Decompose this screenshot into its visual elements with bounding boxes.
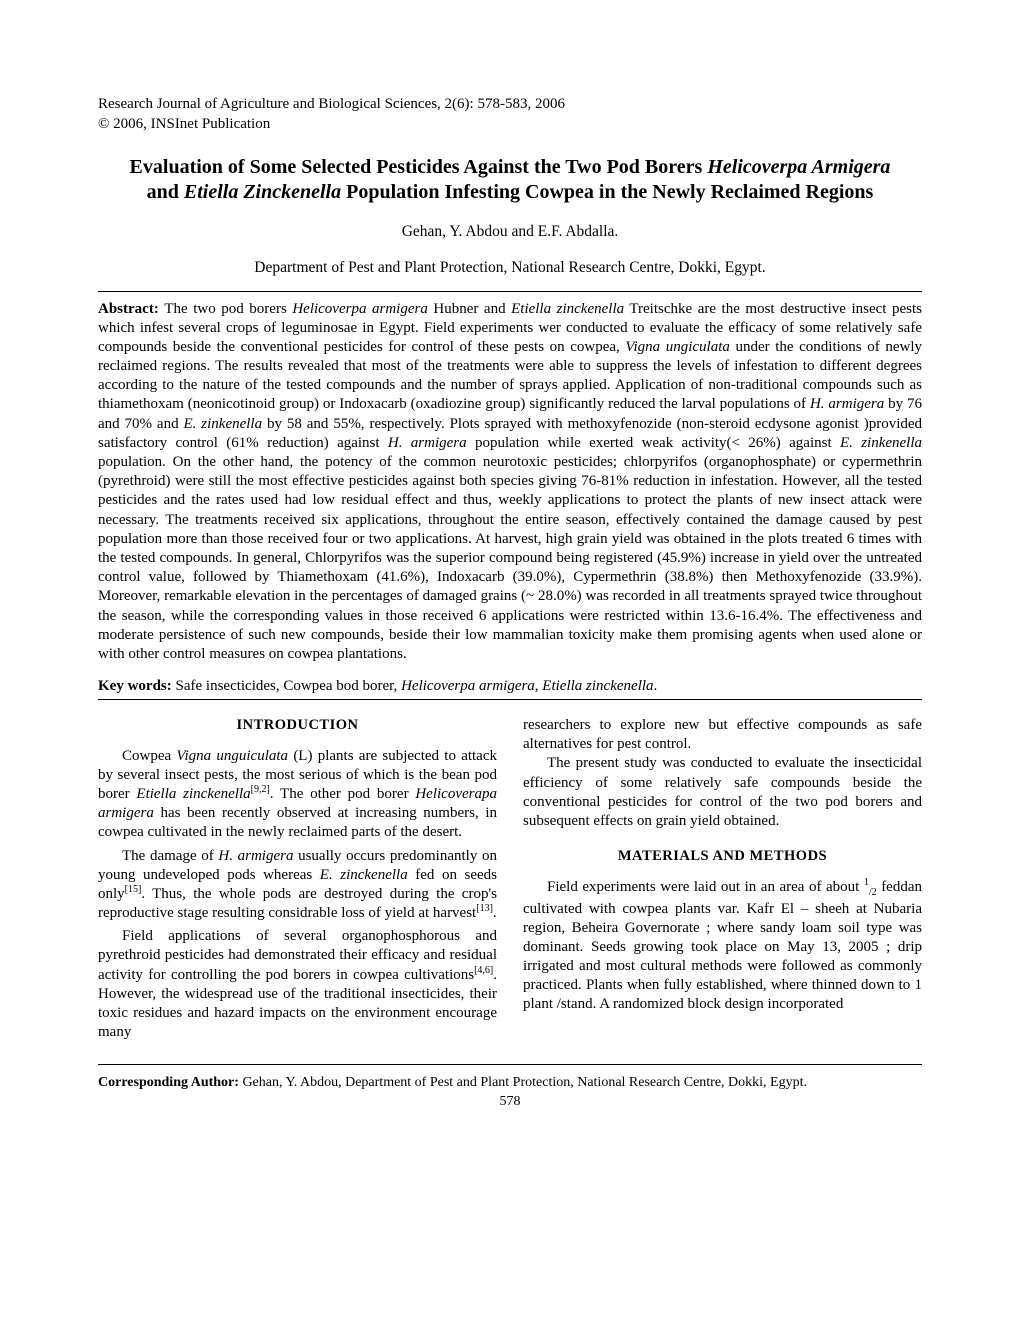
intro-para-3: Field applications of several organophos…: [98, 927, 497, 1042]
paper-authors: Gehan, Y. Abdou and E.F. Abdalla.: [98, 223, 922, 241]
abs-s1: The two pod borers: [164, 301, 292, 317]
title-italic-2: Etiella Zinckenella: [184, 181, 341, 203]
right-column: researchers to explore new but effective…: [523, 716, 922, 1046]
corr-text: Gehan, Y. Abdou, Department of Pest and …: [242, 1075, 807, 1090]
journal-line2: © 2006, INSInet Publication: [98, 114, 922, 134]
abstract-label: Abstract:: [98, 301, 164, 317]
rule-footer: [98, 1064, 922, 1065]
materials-heading: MATERIALS AND METHODS: [523, 847, 922, 866]
p3sup1: [4,6]: [474, 965, 493, 976]
kw-i1: Helicoverpa armigera, Etiella zinckenell…: [401, 678, 653, 694]
p2sup1: [15]: [125, 884, 142, 895]
r3b: feddan cultivated with cowpea plants var…: [523, 879, 922, 1013]
title-text-3: Population Infesting Cowpea in the Newly…: [341, 181, 873, 203]
p2d: . Thus, the whole pods are destroyed dur…: [98, 886, 497, 921]
keywords-label: Key words:: [98, 678, 176, 694]
r3sub: /2: [869, 887, 877, 898]
p1sup1: [9,2]: [251, 784, 270, 795]
intro-heading: INTRODUCTION: [98, 716, 497, 735]
title-text-2: and: [147, 181, 184, 203]
abstract: Abstract: The two pod borers Helicoverpa…: [98, 300, 922, 665]
right-para-2: The present study was conducted to evalu…: [523, 754, 922, 831]
journal-reference: Research Journal of Agriculture and Biol…: [98, 94, 922, 135]
r3a: Field experiments were laid out in an ar…: [547, 879, 864, 895]
paper-department: Department of Pest and Plant Protection,…: [98, 259, 922, 277]
title-text-1: Evaluation of Some Selected Pesticides A…: [130, 156, 708, 178]
p1i2: Etiella zinckenella: [136, 786, 250, 802]
body-columns: INTRODUCTION Cowpea Vigna unguiculata (L…: [98, 716, 922, 1046]
abs-i7: E. zinkenella: [840, 435, 922, 451]
abs-i1: Helicoverpa armigera: [292, 301, 428, 317]
kw-s2: .: [654, 678, 658, 694]
p1i1: Vigna unguiculata: [176, 748, 288, 764]
abs-i2: Etiella zinckenella: [511, 301, 624, 317]
intro-para-2: The damage of H. armigera usually occurs…: [98, 847, 497, 924]
rule-bottom: [98, 699, 922, 700]
p2sup2: [13]: [476, 903, 493, 914]
right-para-3: Field experiments were laid out in an ar…: [523, 878, 922, 1015]
journal-line1: Research Journal of Agriculture and Biol…: [98, 94, 922, 114]
abs-s2: Hubner and: [428, 301, 511, 317]
left-column: INTRODUCTION Cowpea Vigna unguiculata (L…: [98, 716, 497, 1046]
abs-i6: H. armigera: [388, 435, 467, 451]
p1a: Cowpea: [122, 748, 176, 764]
p2i1: H. armigera: [218, 848, 293, 864]
abs-i4: H. armigera: [810, 396, 884, 412]
p1d: has been recently observed at increasing…: [98, 805, 497, 840]
intro-para-1: Cowpea Vigna unguiculata (L) plants are …: [98, 747, 497, 843]
p2e: .: [493, 905, 497, 921]
rule-top: [98, 291, 922, 292]
p3a: Field applications of several organophos…: [98, 928, 497, 982]
keywords: Key words: Safe insecticides, Cowpea bod…: [98, 678, 922, 695]
right-para-1: researchers to explore new but effective…: [523, 716, 922, 754]
corr-label: Corresponding Author:: [98, 1075, 242, 1090]
p1c: . The other pod borer: [270, 786, 416, 802]
page-number: 578: [98, 1094, 922, 1110]
abs-s7: population while exerted weak activity(<…: [467, 435, 840, 451]
abs-i5: E. zinkenella: [183, 416, 262, 432]
p2a: The damage of: [122, 848, 218, 864]
abs-s8: population. On the other hand, the poten…: [98, 454, 922, 662]
paper-title: Evaluation of Some Selected Pesticides A…: [128, 155, 892, 205]
title-italic-1: Helicoverpa Armigera: [707, 156, 890, 178]
corresponding-author: Corresponding Author: Gehan, Y. Abdou, D…: [98, 1075, 922, 1091]
p2i2: E. zinckenella: [320, 867, 408, 883]
kw-s1: Safe insecticides, Cowpea bod borer,: [176, 678, 402, 694]
abs-i3: Vigna ungiculata: [625, 339, 729, 355]
